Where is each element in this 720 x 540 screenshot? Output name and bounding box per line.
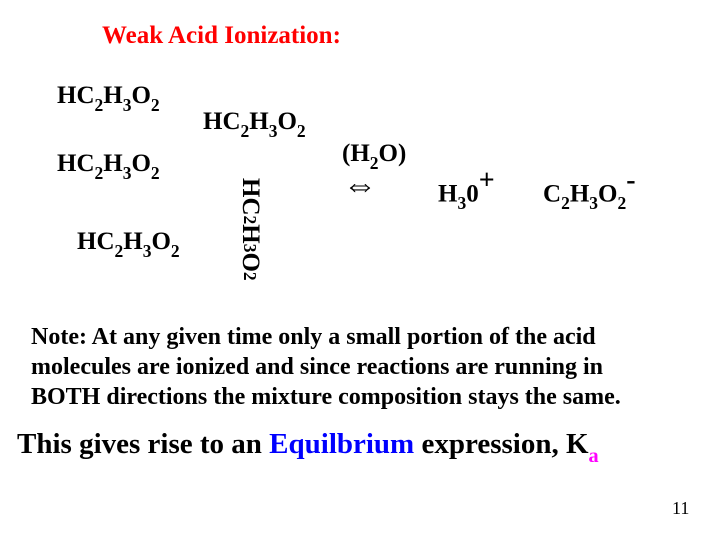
note-line-3: BOTH directions the mixture composition … <box>31 382 621 412</box>
conclusion-line: This gives rise to an Equilbrium express… <box>17 428 599 466</box>
formula-hc2h3o2-2: HC2H3O2 <box>203 108 306 140</box>
note-line-2: molecules are ionized and since reaction… <box>31 352 621 382</box>
note-line-1: Note: At any given time only a small por… <box>31 322 621 352</box>
formula-hc2h3o2-3: HC2H3O2 <box>57 150 160 182</box>
acetate-ion: C2H3O2- <box>543 168 636 212</box>
formula-hc2h3o2-4: HC2H3O2 <box>77 228 180 260</box>
formula-hc2h3o2-vertical: HC2H3O2 <box>236 178 264 281</box>
equilibrium-arrow: ⇔ <box>343 166 377 205</box>
note-paragraph: Note: At any given time only a small por… <box>31 322 621 412</box>
page-number: 11 <box>672 498 689 519</box>
formula-hc2h3o2-1: HC2H3O2 <box>57 82 160 114</box>
hydronium-ion: H30+ <box>438 168 495 212</box>
page-title: Weak Acid Ionization: <box>102 22 341 50</box>
